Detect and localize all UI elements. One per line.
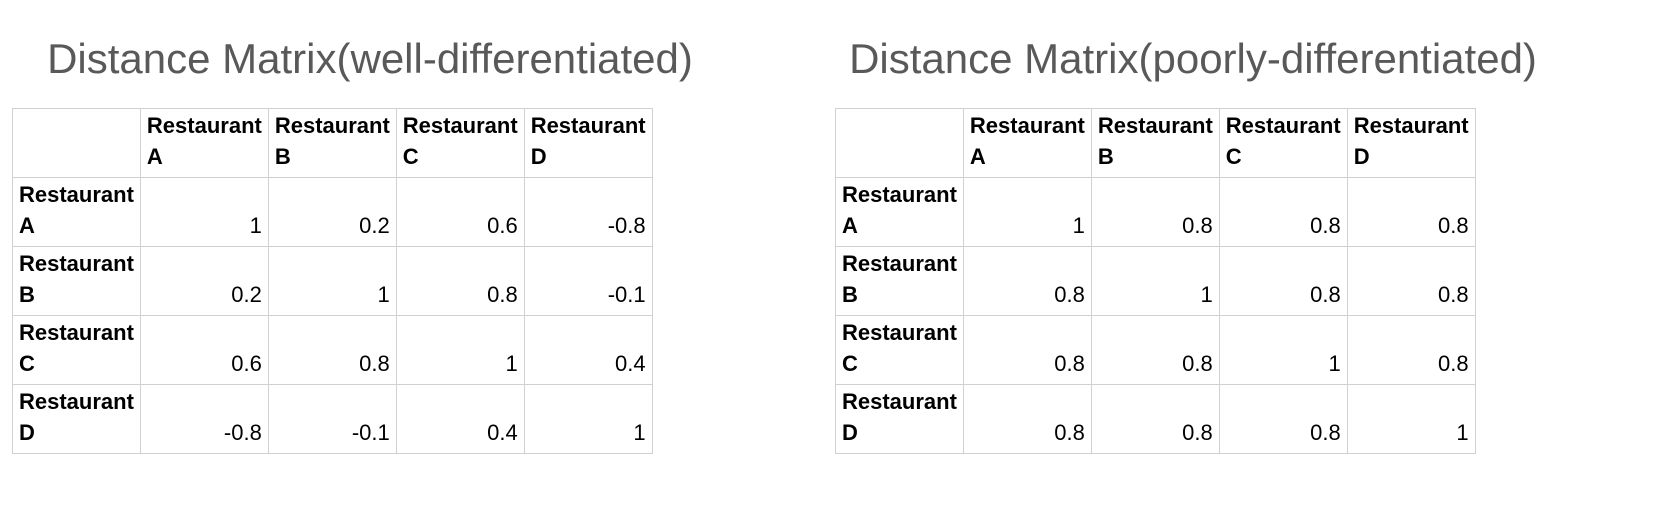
matrix-value-cell: 1 bbox=[1346, 384, 1476, 454]
header-label-line: Restaurant bbox=[1225, 113, 1341, 138]
header-label-line: A bbox=[842, 213, 858, 238]
matrix-value-cell: 0.6 bbox=[395, 177, 525, 247]
distance-matrix-table: Restaurant A Restaurant B Restaurant C Restaur… bbox=[12, 108, 653, 454]
header-label-line: B bbox=[842, 282, 858, 307]
header-cell: Restaurant C bbox=[395, 108, 525, 178]
matrix-value-cell: 0.8 bbox=[1090, 384, 1220, 454]
header-label-line: Restaurant bbox=[19, 389, 134, 414]
matrix-value-cell: 0.8 bbox=[962, 384, 1092, 454]
matrix-value-cell: 0.8 bbox=[1346, 177, 1476, 247]
matrix-value-cell: 0.8 bbox=[1346, 315, 1476, 385]
table-row: Restaurant C 0.8 0.8 1 0.8 bbox=[835, 315, 1476, 385]
matrix-value-cell: 0.2 bbox=[139, 246, 269, 316]
table-row: Restaurant A 1 0.8 0.8 0.8 bbox=[835, 177, 1476, 247]
header-label-line: A bbox=[146, 144, 163, 169]
matrix-value-cell: -0.8 bbox=[139, 384, 269, 454]
matrix-value-cell: 0.8 bbox=[267, 315, 397, 385]
header-cell: Restaurant D bbox=[835, 384, 964, 454]
matrix-value-cell: 1 bbox=[139, 177, 269, 247]
matrix-value-cell: 1 bbox=[523, 384, 653, 454]
header-label-line: Restaurant bbox=[274, 113, 390, 138]
matrix-value-cell: 0.8 bbox=[1218, 384, 1348, 454]
matrix-value-cell: 1 bbox=[962, 177, 1092, 247]
header-row: Restaurant A Restaurant B Restaurant C Restaur… bbox=[12, 108, 653, 178]
header-label-line: Restaurant bbox=[19, 182, 134, 207]
matrix-value-cell: 0.2 bbox=[267, 177, 397, 247]
header-label-line: Restaurant bbox=[19, 251, 134, 276]
matrix-value-cell: 0.8 bbox=[1090, 315, 1220, 385]
header-label-line: D bbox=[19, 420, 35, 445]
header-cell: Restaurant A bbox=[139, 108, 269, 178]
header-label-line: D bbox=[842, 420, 858, 445]
header-label-line: B bbox=[274, 144, 291, 169]
header-label-line: Restaurant bbox=[842, 182, 957, 207]
matrix-value-cell: 0.8 bbox=[1218, 177, 1348, 247]
header-cell: Restaurant D bbox=[1346, 108, 1476, 178]
header-cell: Restaurant B bbox=[267, 108, 397, 178]
distance-matrix-table: Restaurant A Restaurant B Restaurant C Restaur… bbox=[835, 108, 1476, 454]
matrix-value-cell: -0.8 bbox=[523, 177, 653, 247]
header-label-line: B bbox=[1097, 144, 1114, 169]
matrix-value-cell: 0.4 bbox=[523, 315, 653, 385]
matrix-value-cell: 1 bbox=[1090, 246, 1220, 316]
table-row: Restaurant D -0.8 -0.1 0.4 1 bbox=[12, 384, 653, 454]
header-cell: Restaurant C bbox=[1218, 108, 1348, 178]
header-label-line: C bbox=[402, 144, 419, 169]
matrix-value-cell: -0.1 bbox=[267, 384, 397, 454]
corner-cell bbox=[12, 108, 141, 178]
header-label-line: Restaurant bbox=[146, 113, 262, 138]
matrix-value-cell: 0.8 bbox=[962, 315, 1092, 385]
header-cell: Restaurant A bbox=[962, 108, 1092, 178]
matrix-value-cell: 1 bbox=[267, 246, 397, 316]
header-label-line: Restaurant bbox=[842, 389, 957, 414]
header-label-line: Restaurant bbox=[969, 113, 1085, 138]
matrix-value-cell: 0.8 bbox=[962, 246, 1092, 316]
header-label-line: Restaurant bbox=[1097, 113, 1213, 138]
matrix-value-cell: 0.8 bbox=[395, 246, 525, 316]
table-row: Restaurant B 0.8 1 0.8 0.8 bbox=[835, 246, 1476, 316]
corner-cell bbox=[835, 108, 964, 178]
header-cell: Restaurant B bbox=[12, 246, 141, 316]
header-row: Restaurant A Restaurant B Restaurant C Restaur… bbox=[835, 108, 1476, 178]
header-label-line: Restaurant bbox=[402, 113, 518, 138]
header-label-line: Restaurant bbox=[1353, 113, 1469, 138]
header-label-line: Restaurant bbox=[530, 113, 646, 138]
header-label-line: A bbox=[19, 213, 35, 238]
header-label-line: C bbox=[19, 351, 35, 376]
chart-title: Distance Matrix(poorly-differentiated) bbox=[849, 35, 1537, 82]
header-label-line: C bbox=[1225, 144, 1242, 169]
matrix-value-cell: 1 bbox=[395, 315, 525, 385]
header-label-line: A bbox=[969, 144, 986, 169]
header-label-line: C bbox=[842, 351, 858, 376]
header-label-line: Restaurant bbox=[842, 251, 957, 276]
matrix-value-cell: 0.4 bbox=[395, 384, 525, 454]
matrix-value-cell: 0.6 bbox=[139, 315, 269, 385]
header-cell: Restaurant D bbox=[523, 108, 653, 178]
matrix-value-cell: 1 bbox=[1218, 315, 1348, 385]
header-label-line: D bbox=[1353, 144, 1370, 169]
header-cell: Restaurant B bbox=[1090, 108, 1220, 178]
header-label-line: D bbox=[530, 144, 547, 169]
header-label-line: Restaurant bbox=[19, 320, 134, 345]
table-row: Restaurant D 0.8 0.8 0.8 1 bbox=[835, 384, 1476, 454]
header-cell: Restaurant D bbox=[12, 384, 141, 454]
matrix-value-cell: 0.8 bbox=[1090, 177, 1220, 247]
header-cell: Restaurant A bbox=[12, 177, 141, 247]
chart-title: Distance Matrix(well-differentiated) bbox=[47, 35, 693, 82]
header-cell: Restaurant C bbox=[835, 315, 964, 385]
matrix-value-cell: -0.1 bbox=[523, 246, 653, 316]
matrix-value-cell: 0.8 bbox=[1218, 246, 1348, 316]
header-label-line: B bbox=[19, 282, 35, 307]
table-row: Restaurant C 0.6 0.8 1 0.4 bbox=[12, 315, 653, 385]
table-row: Restaurant B 0.2 1 0.8 -0.1 bbox=[12, 246, 653, 316]
table-row: Restaurant A 1 0.2 0.6 -0.8 bbox=[12, 177, 653, 247]
header-label-line: Restaurant bbox=[842, 320, 957, 345]
header-cell: Restaurant A bbox=[835, 177, 964, 247]
header-cell: Restaurant C bbox=[12, 315, 141, 385]
header-cell: Restaurant B bbox=[835, 246, 964, 316]
matrix-value-cell: 0.8 bbox=[1346, 246, 1476, 316]
